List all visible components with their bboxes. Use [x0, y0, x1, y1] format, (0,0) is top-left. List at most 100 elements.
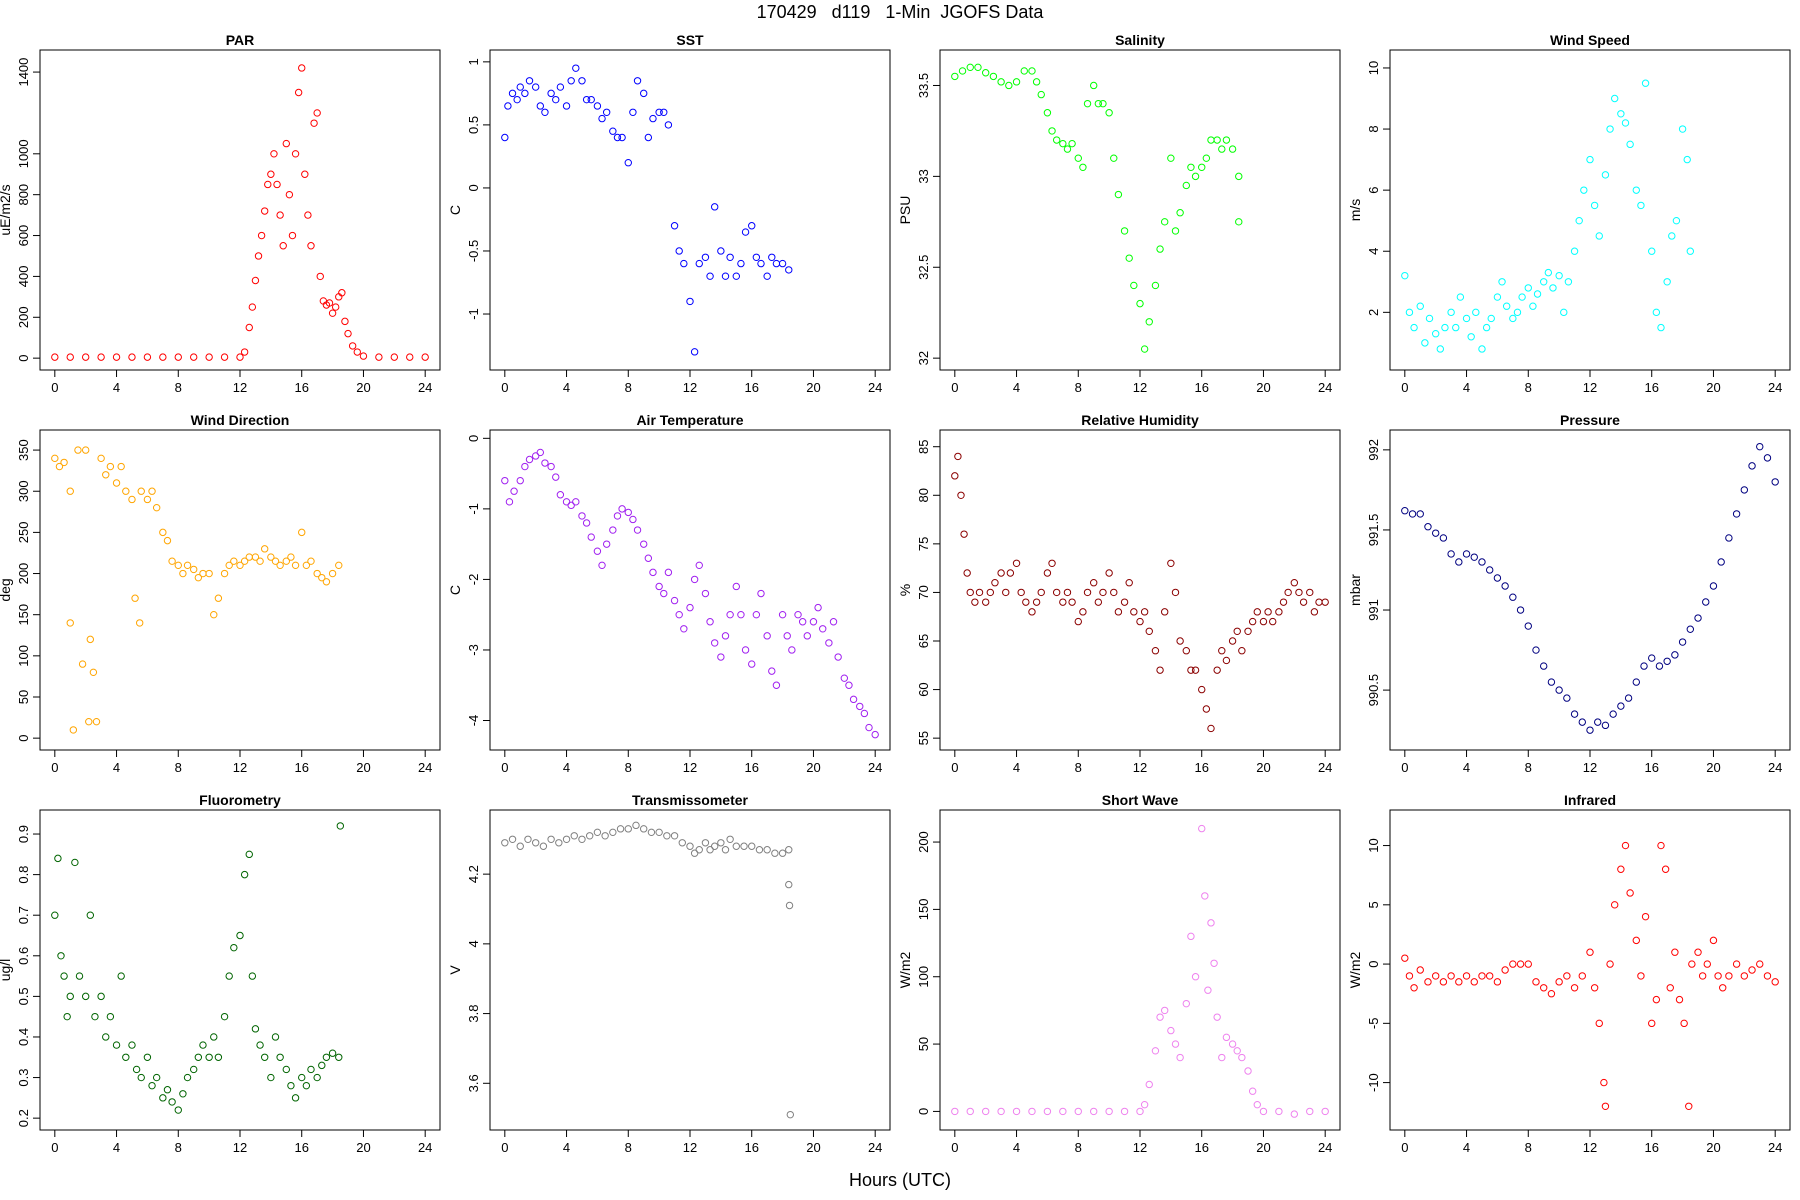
- x-tick-label: 4: [1013, 1140, 1020, 1155]
- x-tick-label: 12: [233, 760, 247, 775]
- data-point: [168, 1098, 176, 1106]
- data-point: [1532, 646, 1540, 654]
- data-point: [220, 1012, 229, 1021]
- y-tick-label: 150: [916, 899, 931, 921]
- data-point: [214, 594, 223, 602]
- data-point: [706, 846, 714, 854]
- panel-title: Fluorometry: [199, 792, 281, 808]
- y-tick-label: 10: [1366, 838, 1381, 852]
- y-tick-label: 100: [916, 966, 931, 988]
- data-point: [541, 108, 549, 116]
- x-tick-label: 24: [418, 760, 432, 775]
- data-point: [1452, 323, 1460, 332]
- data-point: [1626, 889, 1634, 897]
- data-point: [1028, 608, 1036, 616]
- x-tick-label: 12: [1133, 760, 1147, 775]
- x-tick-label: 0: [501, 1140, 508, 1155]
- data-point: [390, 353, 399, 361]
- data-point: [809, 618, 818, 626]
- data-point: [143, 495, 152, 504]
- data-point: [521, 462, 529, 471]
- y-tick-label: 1400: [16, 58, 31, 87]
- data-point: [112, 353, 121, 361]
- y-tick-label: -0.5: [466, 240, 481, 262]
- data-point: [210, 1033, 218, 1041]
- data-point: [1145, 1080, 1153, 1089]
- y-tick-label: -2: [466, 574, 481, 586]
- x-tick-label: 4: [563, 380, 570, 395]
- data-point: [1470, 978, 1478, 986]
- data-point: [1299, 598, 1308, 606]
- data-point: [236, 931, 244, 940]
- data-point: [748, 842, 756, 850]
- data-point: [633, 77, 642, 85]
- data-point: [316, 272, 324, 281]
- data-point: [1048, 559, 1056, 567]
- y-tick-label: 75: [916, 537, 931, 551]
- y-tick-label: 80: [916, 488, 931, 502]
- data-point: [1610, 94, 1619, 103]
- data-point: [1083, 99, 1092, 108]
- data-point: [270, 150, 278, 158]
- data-point: [1763, 972, 1772, 980]
- data-point: [1182, 181, 1190, 190]
- data-point: [205, 1053, 213, 1061]
- y-tick-label: 33.5: [916, 73, 931, 98]
- x-tick-label: 24: [1768, 380, 1782, 395]
- data-point: [1540, 662, 1548, 670]
- data-point: [1637, 972, 1645, 980]
- data-point: [276, 1053, 284, 1061]
- data-point: [772, 259, 781, 268]
- data-point: [1090, 1107, 1098, 1116]
- panel-9: Transmissometer 0 4 8 12 16 20 24 3.6 3.8 4 4.2 V: [447, 792, 891, 1155]
- data-point: [1099, 99, 1107, 108]
- data-point: [763, 632, 771, 640]
- x-tick-label: 16: [1644, 380, 1658, 395]
- data-point: [726, 610, 734, 619]
- data-point: [1570, 710, 1579, 718]
- data-point: [788, 646, 796, 654]
- data-point: [757, 589, 765, 598]
- data-point: [562, 835, 571, 843]
- data-point: [1074, 617, 1082, 626]
- x-tick-label: 24: [1318, 760, 1332, 775]
- data-point: [663, 832, 671, 840]
- data-point: [1493, 574, 1502, 582]
- data-point: [1675, 995, 1684, 1004]
- data-point: [609, 526, 617, 534]
- data-point: [737, 610, 745, 619]
- data-point: [1290, 1110, 1299, 1118]
- data-point: [1756, 960, 1764, 968]
- data-point: [562, 498, 571, 506]
- data-point: [174, 561, 182, 570]
- data-point: [54, 854, 62, 863]
- data-point: [240, 870, 249, 879]
- y-tick-label: -10: [1366, 1073, 1381, 1092]
- data-point: [291, 150, 300, 158]
- data-point: [230, 943, 238, 952]
- data-point: [516, 476, 524, 485]
- y-tick-label: -5: [1366, 1018, 1381, 1030]
- data-point: [240, 557, 249, 565]
- data-point: [860, 709, 869, 718]
- y-tick-label: 991: [1366, 599, 1381, 621]
- y-tick-label: 4: [1366, 248, 1381, 255]
- data-point: [975, 588, 984, 597]
- data-point: [86, 911, 95, 919]
- data-point: [951, 72, 959, 81]
- y-tick-label: 3.8: [466, 1005, 481, 1023]
- panel-title: Transmissometer: [632, 792, 748, 808]
- data-point: [1657, 841, 1665, 850]
- x-tick-label: 12: [683, 380, 697, 395]
- data-point: [547, 89, 555, 98]
- data-point: [236, 561, 244, 570]
- data-point: [814, 603, 822, 612]
- x-tick-label: 20: [356, 1140, 370, 1155]
- x-tick-label: 16: [294, 1140, 308, 1155]
- data-point: [143, 353, 152, 361]
- data-point: [1207, 919, 1215, 927]
- data-point: [974, 63, 982, 72]
- data-point: [1688, 960, 1696, 968]
- data-point: [629, 515, 637, 524]
- data-point: [375, 353, 383, 361]
